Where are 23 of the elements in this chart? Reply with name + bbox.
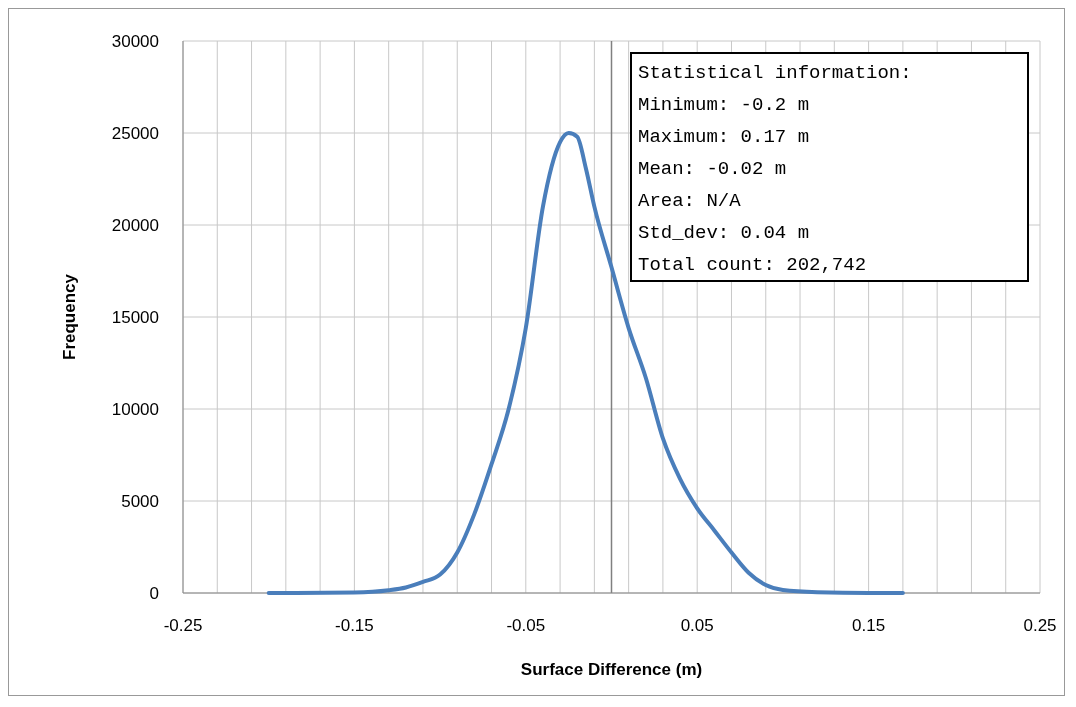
y-tick-label: 15000 <box>111 308 159 327</box>
x-tick-label: -0.15 <box>335 616 374 635</box>
y-tick-label: 20000 <box>111 216 159 235</box>
line-series <box>266 131 905 595</box>
x-tick-label: 0.15 <box>852 616 886 635</box>
annotation: Std_dev: 0.04 m <box>638 222 810 244</box>
annotation: Statistical information: <box>638 62 912 84</box>
x-tick-label: 0.25 <box>1023 616 1057 635</box>
y-tick-label: 25000 <box>111 124 159 143</box>
y-axis-title: Frequency <box>60 273 79 360</box>
x-tick-label: -0.25 <box>163 616 203 635</box>
annotation: Maximum: 0.17 m <box>638 126 810 148</box>
y-tick-label: 5000 <box>121 492 159 511</box>
y-tick-label: 30000 <box>111 32 159 51</box>
annotation: Minimum: -0.2 m <box>638 94 810 116</box>
y-tick-label: 0 <box>149 584 159 603</box>
x-tick-label: -0.05 <box>506 616 546 635</box>
x-axis-title: Surface Difference (m) <box>520 660 703 679</box>
x-tick-label: 0.05 <box>680 616 714 635</box>
y-tick-label: 10000 <box>111 400 159 419</box>
annotation: Total count: 202,742 <box>638 254 867 276</box>
annotation: Mean: -0.02 m <box>638 158 787 180</box>
annotation: Area: N/A <box>638 190 742 212</box>
